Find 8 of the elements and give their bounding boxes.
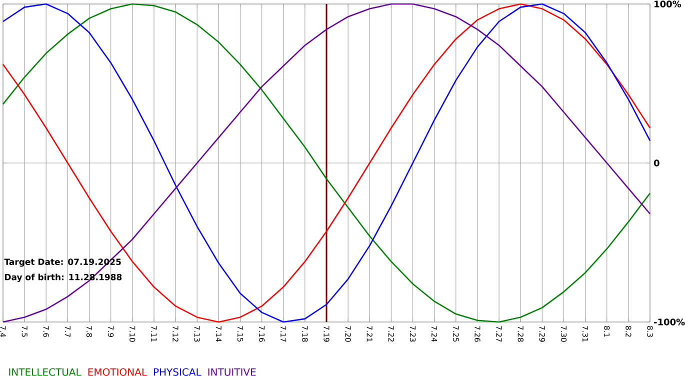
text: PHYSICAL — [154, 368, 202, 376]
text: INTUITIVE — [208, 368, 256, 376]
y-tick-label: -100% — [654, 318, 685, 326]
y-tick-label: 0 — [654, 160, 660, 166]
y-tick-label: 100% — [654, 0, 682, 8]
text: EMOTIONAL — [88, 368, 147, 376]
line-series — [2, 3, 651, 323]
text: INTELLECTUAL — [9, 368, 82, 376]
